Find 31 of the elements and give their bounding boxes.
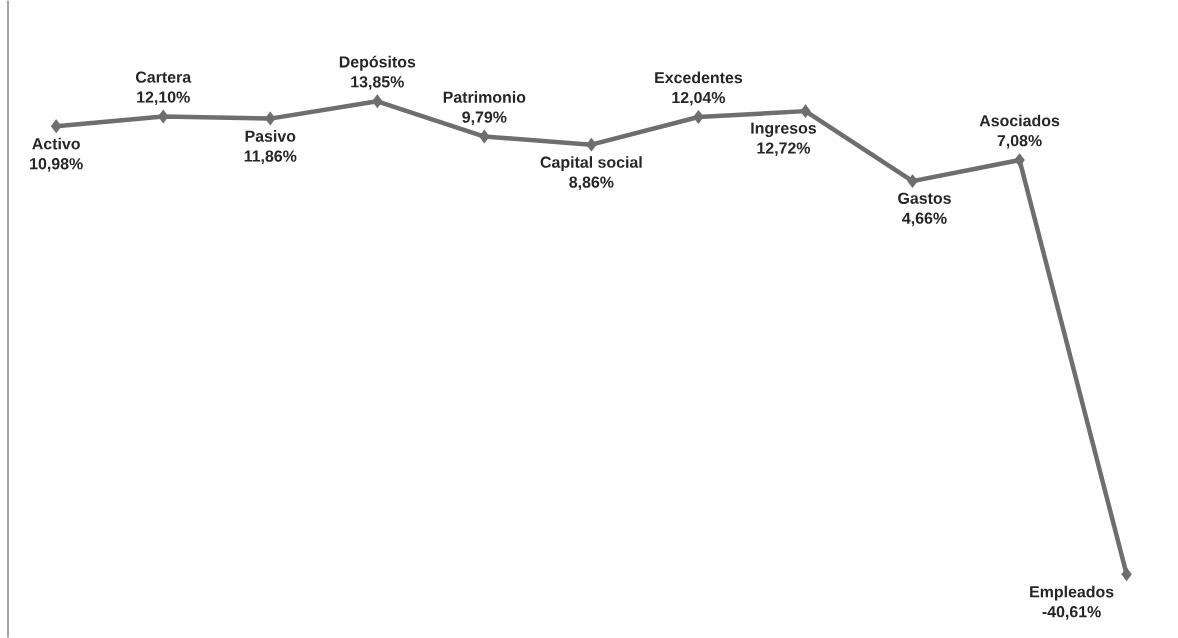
data-label: 11,86% [244,150,297,164]
annotation: Asociados [979,114,1060,127]
data-label: 8,86% [569,176,614,191]
text: Excedentes [655,71,743,84]
data-label: 12,10% [137,91,190,105]
point [479,129,490,144]
data-label: 13,85% [351,76,404,90]
data-label: 12,04% [672,91,726,106]
point [586,137,597,152]
annotation: Pasivo [245,130,296,142]
annotation: Ingresos [751,122,817,137]
point [800,104,811,119]
data-label: 9,79% [462,111,507,125]
point [157,109,169,124]
data-label: 4,66% [902,212,947,227]
text: Empleados [1030,585,1114,601]
data-label: 12,72% [757,142,811,156]
point [1121,567,1132,582]
annotation: Patrimonio [443,91,526,103]
point [372,94,383,109]
point [264,111,276,126]
text: Cartera [135,71,192,83]
annotation: Activo [32,137,80,150]
annotation: Capital social [540,156,642,171]
annotation: Gastos [898,192,951,204]
data-label: 10,98% [30,158,83,172]
data-label: 7,08% [997,134,1042,149]
text: Depósitos [339,55,416,71]
data-label: -40,61% [1042,605,1101,620]
point [50,119,62,134]
point [693,109,704,124]
